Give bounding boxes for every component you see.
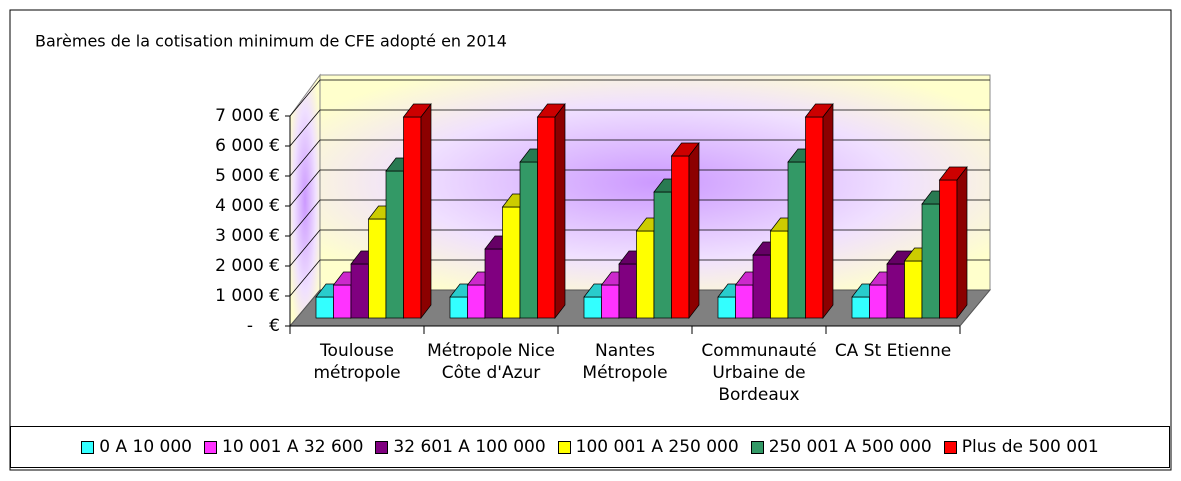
bar: [583, 296, 602, 319]
y-tick-label: 1 000 €: [215, 286, 280, 306]
bar: [869, 284, 888, 319]
y-tick-label: 6 000 €: [215, 136, 280, 156]
x-tick-label: Métropole Nice Côte d'Azur: [427, 341, 555, 383]
bar: [671, 155, 690, 319]
legend-swatch: [943, 440, 957, 454]
x-tick-label: Nantes Métropole: [582, 341, 668, 383]
bar: [717, 296, 736, 319]
y-tick-label: 7 000 €: [215, 106, 280, 126]
bar: [502, 206, 521, 319]
y-tick-label: 2 000 €: [215, 256, 280, 276]
bar: [333, 284, 352, 319]
bar: [449, 296, 468, 319]
y-tick-label: 4 000 €: [215, 196, 280, 216]
bar: [403, 116, 422, 319]
grid-line: [289, 109, 990, 147]
legend-label: 100 001 A 250 000: [575, 437, 739, 457]
bar-side: [688, 141, 700, 320]
legend-label: 250 001 A 500 000: [768, 437, 932, 457]
bar: [618, 263, 637, 319]
bar: [939, 179, 958, 319]
legend-swatch: [557, 440, 571, 454]
x-tick-label: Toulouse métropole: [313, 341, 401, 383]
bar: [653, 191, 672, 319]
bar: [851, 296, 870, 319]
legend-swatch: [81, 440, 95, 454]
legend-item: 0 A 10 000: [81, 437, 192, 457]
bar: [752, 254, 771, 319]
legend-swatch: [204, 440, 218, 454]
bar: [537, 116, 556, 319]
legend-item: 10 001 A 32 600: [204, 437, 363, 457]
bar: [886, 263, 905, 319]
bar: [787, 161, 806, 319]
x-tick-label: Communauté Urbaine de Bordeaux: [701, 341, 817, 405]
chart-title: Barèmes de la cotisation minimum de CFE …: [35, 32, 507, 51]
chart-border: [9, 9, 1172, 471]
legend-label: 10 001 A 32 600: [222, 437, 364, 457]
legend-label: Plus de 500 001: [961, 437, 1099, 457]
y-tick-label: - €: [247, 316, 280, 336]
y-tick-label: 5 000 €: [215, 166, 280, 186]
bar: [601, 284, 620, 319]
legend-swatch: [375, 440, 389, 454]
grid-line: [289, 139, 990, 177]
bar: [484, 248, 503, 319]
bar: [467, 284, 486, 319]
bar-side: [822, 102, 834, 320]
y-tick-label: 3 000 €: [215, 226, 280, 246]
legend-item: 100 001 A 250 000: [557, 437, 739, 457]
bar: [519, 161, 538, 319]
legend-swatch: [750, 440, 764, 454]
bar: [636, 230, 655, 319]
bar: [904, 260, 923, 319]
bar-side: [956, 165, 968, 320]
legend-item: 32 601 A 100 000: [375, 437, 546, 457]
legend-label: 32 601 A 100 000: [393, 437, 546, 457]
legend-item: 250 001 A 500 000: [750, 437, 932, 457]
bar: [350, 263, 369, 319]
bar: [385, 170, 404, 319]
bar: [921, 203, 940, 319]
legend-label: 0 A 10 000: [99, 437, 193, 457]
grid-line: [289, 79, 990, 117]
legend-item: Plus de 500 001: [943, 437, 1099, 457]
grid-line: [289, 229, 990, 267]
grid-line: [289, 169, 990, 207]
x-tick-label: CA St Etienne: [834, 341, 952, 361]
bar: [315, 296, 334, 319]
bar-side: [420, 102, 432, 320]
bar: [368, 218, 387, 319]
grid-line: [289, 199, 990, 237]
legend: 0 A 10 000 10 001 A 32 600 32 601 A 100 00…: [10, 426, 1170, 468]
bar: [735, 284, 754, 319]
bar: [805, 116, 824, 319]
bar-side: [554, 102, 566, 320]
bar: [770, 230, 789, 319]
